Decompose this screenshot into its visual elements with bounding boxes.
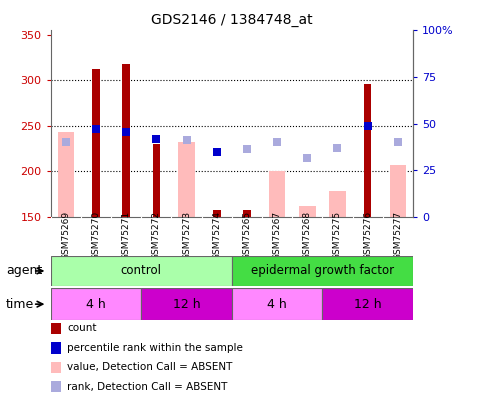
- Text: GSM75275: GSM75275: [333, 211, 342, 260]
- Bar: [57, 132, 74, 217]
- Point: [62, 139, 70, 145]
- Bar: [232, 288, 323, 320]
- Text: GSM75277: GSM75277: [393, 211, 402, 260]
- Bar: [329, 191, 346, 217]
- Point: [303, 154, 311, 161]
- Text: GSM75272: GSM75272: [152, 211, 161, 260]
- Text: GSM75267: GSM75267: [272, 211, 282, 260]
- Text: GSM75268: GSM75268: [303, 211, 312, 260]
- Text: GSM75271: GSM75271: [122, 211, 131, 260]
- Bar: [51, 256, 232, 286]
- Text: GDS2146 / 1384748_at: GDS2146 / 1384748_at: [151, 13, 313, 27]
- Point: [92, 126, 100, 133]
- Text: 12 h: 12 h: [173, 298, 200, 311]
- Bar: [323, 288, 413, 320]
- Text: 4 h: 4 h: [86, 298, 106, 311]
- Point: [122, 129, 130, 135]
- Bar: [153, 144, 160, 217]
- Bar: [51, 288, 142, 320]
- Point: [334, 144, 341, 151]
- Text: GSM75269: GSM75269: [61, 211, 71, 260]
- Point: [213, 149, 221, 156]
- Bar: [122, 64, 130, 217]
- Point: [183, 137, 190, 144]
- Bar: [364, 84, 371, 217]
- Text: 4 h: 4 h: [267, 298, 287, 311]
- Bar: [269, 171, 285, 217]
- Point: [394, 139, 402, 145]
- Bar: [178, 142, 195, 217]
- Bar: [92, 68, 100, 217]
- Point: [243, 146, 251, 153]
- Bar: [243, 210, 251, 217]
- Text: GSM75273: GSM75273: [182, 211, 191, 260]
- Point: [153, 136, 160, 143]
- Text: percentile rank within the sample: percentile rank within the sample: [67, 343, 243, 353]
- Bar: [390, 165, 406, 217]
- Text: 12 h: 12 h: [354, 298, 382, 311]
- Text: epidermal growth factor: epidermal growth factor: [251, 264, 394, 277]
- Bar: [299, 206, 315, 217]
- Text: GSM75274: GSM75274: [212, 211, 221, 260]
- Text: GSM75276: GSM75276: [363, 211, 372, 260]
- Text: rank, Detection Call = ABSENT: rank, Detection Call = ABSENT: [67, 382, 227, 392]
- Text: time: time: [6, 298, 34, 311]
- Point: [273, 139, 281, 145]
- Text: value, Detection Call = ABSENT: value, Detection Call = ABSENT: [67, 362, 232, 372]
- Bar: [213, 210, 221, 217]
- Bar: [232, 256, 413, 286]
- Bar: [142, 288, 232, 320]
- Text: agent: agent: [6, 264, 42, 277]
- Text: GSM75265: GSM75265: [242, 211, 252, 260]
- Point: [364, 123, 371, 129]
- Text: control: control: [121, 264, 162, 277]
- Text: GSM75270: GSM75270: [91, 211, 100, 260]
- Text: count: count: [67, 324, 97, 333]
